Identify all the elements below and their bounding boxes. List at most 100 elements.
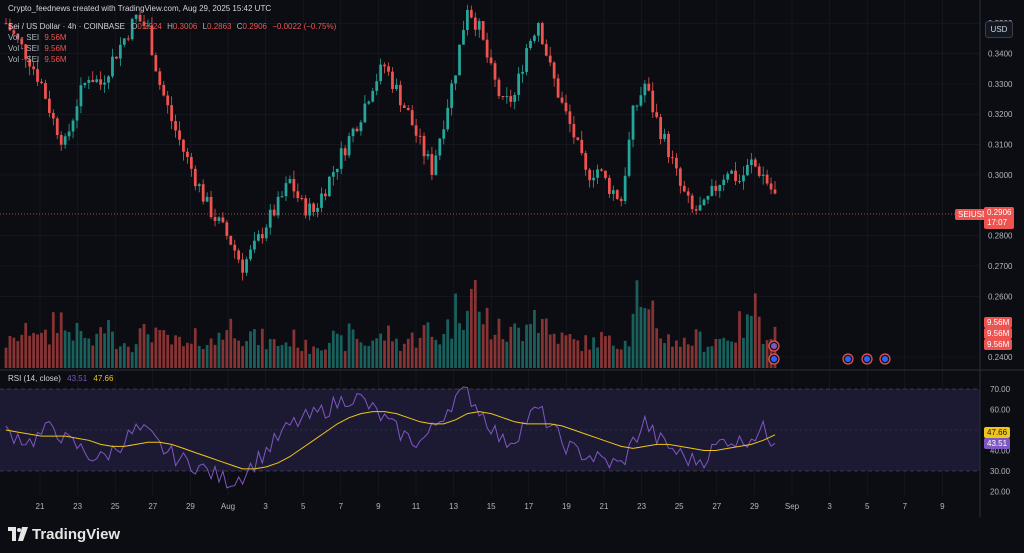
candle-body [115,56,118,59]
candle-body [87,79,91,83]
time-axis[interactable]: 21 23 25 27 29 Aug 3 5 7 9 11 13 15 17 19 21 23 25 27 29 Sep… [36,502,946,511]
candle-body [138,14,142,22]
volume-bar [552,333,556,368]
candle-body [537,23,540,36]
price-axis-label: 0.3100 [988,141,1013,150]
candle-body [529,40,532,49]
candle-body [568,111,572,124]
volume-bar [347,323,351,368]
volume-bar [371,340,375,368]
candle-body [710,185,714,196]
volume-bar [600,331,603,368]
candle-body [560,97,564,103]
time-axis-label: 9 [376,502,381,511]
volume-bar [667,334,670,368]
symbol-legend[interactable]: Sei / US Dollar · 4h · COINBASE O0.2924 … [8,22,336,31]
rsi-legend[interactable]: RSI (14, close) 43.51 47.66 [8,374,113,383]
candle-body [59,135,63,145]
candle-body [686,191,690,196]
candle-body [517,73,521,95]
candle-body [619,198,623,202]
candle-body [130,18,134,40]
volume-label: Vol · SEI [8,55,40,64]
volume-bar [241,346,244,368]
currency-button[interactable]: USD [985,21,1013,38]
candle-body [387,66,390,72]
volume-bar [118,346,122,368]
volume-bar [367,346,371,368]
volume-bar [623,340,627,368]
time-axis-label: 3 [263,502,268,511]
time-axis-label: 7 [339,502,344,511]
candle-body [292,178,296,192]
tradingview-brand[interactable]: TradingView [32,526,121,543]
candle-body [509,96,513,102]
volume-bar [643,308,647,368]
candle-body [47,98,51,113]
candle-body [280,196,284,198]
volume-bar [422,325,426,368]
volume-bar [264,349,268,368]
candle-body [67,131,71,137]
candle-body [118,44,122,59]
volume-bar [142,323,146,368]
volume-bar [312,346,315,368]
volume-bar [596,347,599,368]
volume-bar [450,338,454,368]
volume-tag: 9.56M [984,328,1013,339]
ohlc-low: L0.2863 [202,22,232,31]
event-flag-dot [771,356,777,362]
volume-bar [730,341,734,368]
volume-bar [734,342,737,368]
candle-body [604,170,607,178]
volume-bar [44,329,47,368]
time-axis-label: 23 [637,502,646,511]
candle-body [651,90,655,113]
volume-bar [245,341,248,368]
candle-body [343,148,347,156]
volume-bar [225,330,229,368]
volume-tag: 9.56M [984,317,1013,328]
candle-body [544,44,548,56]
candle-body [178,130,181,140]
candle-body [698,205,702,211]
volume-bar [335,333,339,368]
volume-bar [83,338,87,368]
volume-bar [343,350,347,368]
volume-bar [485,307,489,368]
volume-bar [477,311,481,368]
volume-bar [79,331,83,368]
rsi-title[interactable]: RSI (14, close) [8,374,61,383]
volume-bar [458,323,461,368]
volume-bar [308,353,312,368]
candle-body [186,151,189,157]
candle-body [391,71,394,90]
volume-legend-3[interactable]: Vol · SEI 9.56M [8,55,67,64]
volume-bar [16,341,20,368]
volume-bar [430,336,434,368]
volume-bar [268,339,272,368]
volume-bar [738,311,741,368]
rsi-pane [0,386,980,489]
symbol-title[interactable]: Sei / US Dollar · 4h · COINBASE [8,22,125,31]
volume-bar [99,327,103,368]
volume-bar [635,280,639,368]
time-axis-label: 19 [562,502,571,511]
volume-legend-2[interactable]: Vol · SEI 9.56M [8,44,67,53]
candle-body [694,209,698,211]
price-axis-label: 0.3400 [988,50,1013,59]
time-axis-label: 11 [412,502,421,511]
time-axis-label: 23 [73,502,82,511]
time-axis-label: Aug [221,502,235,511]
volume-bar [611,345,615,368]
candle-body [347,136,351,156]
volume-bar [205,344,209,368]
candle-body [12,30,16,34]
volume-bar [355,338,359,368]
rsi-ma-line [5,411,776,470]
candle-body [493,63,497,80]
candle-body [726,173,730,180]
volume-legend-1[interactable]: Vol · SEI 9.56M [8,33,67,42]
candle-body [671,157,674,159]
